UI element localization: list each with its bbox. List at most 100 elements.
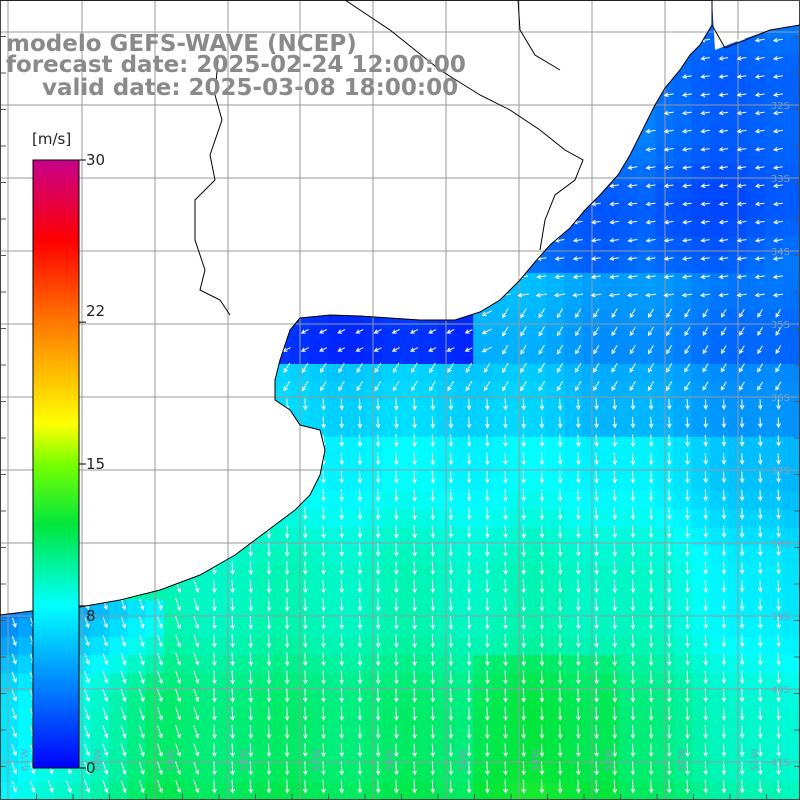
wind-arrow	[321, 652, 326, 667]
wind-arrow	[230, 561, 235, 576]
wind-speed-cell	[309, 546, 329, 565]
wind-speed-cell	[728, 491, 747, 511]
wind-arrow	[557, 416, 563, 429]
wind-speed-cell	[618, 709, 638, 729]
wind-speed-cell	[491, 418, 511, 438]
wind-arrow	[647, 381, 655, 392]
wind-speed-cell	[382, 582, 401, 602]
wind-arrow	[102, 617, 108, 629]
wind-speed-cell	[327, 618, 347, 638]
wind-speed-cell	[782, 673, 800, 693]
wind-speed-cell	[600, 491, 620, 511]
wind-speed-cell	[709, 182, 729, 201]
wind-arrow	[575, 489, 581, 502]
wind-speed-cell	[527, 436, 547, 456]
wind-speed-cell	[637, 709, 656, 729]
wind-arrow	[375, 634, 381, 649]
wind-speed-cell	[728, 163, 747, 183]
wind-arrow	[175, 579, 181, 593]
wind-speed-cell	[236, 728, 256, 747]
wind-arrow	[318, 347, 328, 352]
wind-arrow	[321, 670, 326, 685]
wind-speed-cell	[309, 564, 329, 583]
wind-arrow	[775, 308, 782, 318]
wind-arrow	[757, 345, 763, 355]
wind-arrow	[757, 543, 763, 557]
wind-arrow	[648, 470, 654, 484]
wind-arrow	[666, 416, 672, 429]
wind-speed-cell	[782, 582, 800, 602]
wind-speed-cell	[746, 782, 765, 800]
wind-arrow	[539, 470, 545, 484]
wind-arrow	[139, 598, 145, 611]
wind-arrow	[484, 670, 490, 685]
wind-speed-cell	[546, 455, 565, 474]
wind-speed-cell	[309, 364, 329, 383]
wind-arrow	[700, 110, 710, 116]
wind-arrow	[538, 344, 545, 355]
wind-arrow	[375, 543, 381, 557]
wind-arrow	[539, 507, 545, 521]
wind-arrow	[776, 435, 781, 447]
wind-arrow	[703, 561, 709, 575]
wind-speed-cell	[345, 491, 365, 511]
wind-speed-cell	[637, 309, 656, 329]
wind-arrow	[776, 634, 781, 648]
wind-speed-cell	[728, 91, 747, 110]
wind-arrow	[557, 470, 563, 484]
wind-speed-cell	[291, 618, 310, 638]
wind-arrow	[521, 761, 527, 776]
wind-arrow	[248, 652, 254, 667]
wind-arrow	[375, 416, 381, 429]
wind-speed-cell	[637, 364, 656, 383]
wind-speed-cell	[418, 382, 438, 401]
wind-arrow	[465, 362, 473, 374]
wind-arrow	[627, 201, 638, 207]
wind-speed-cell	[491, 618, 511, 638]
wind-speed-cell	[546, 764, 565, 784]
wind-arrow	[666, 398, 672, 411]
wind-speed-cell	[564, 473, 583, 492]
wind-arrow	[375, 434, 381, 448]
wind-speed-cell	[709, 709, 729, 729]
wind-speed-cell	[527, 382, 547, 401]
wind-arrow	[772, 147, 783, 152]
wind-arrow	[703, 743, 709, 758]
wind-speed-cell	[764, 345, 784, 365]
wind-speed-cell	[400, 527, 420, 547]
wind-arrow	[211, 743, 217, 758]
wind-arrow	[321, 688, 326, 703]
wind-speed-cell	[618, 782, 638, 800]
wind-speed-cell	[728, 254, 747, 274]
wind-speed-cell	[637, 455, 656, 474]
wind-arrow	[739, 489, 745, 502]
wind-arrow	[612, 743, 618, 758]
wind-speed-cell	[709, 254, 729, 274]
wind-arrow	[339, 779, 345, 794]
wind-speed-cell	[382, 564, 401, 583]
wind-arrow	[120, 761, 127, 776]
wind-arrow	[266, 615, 272, 630]
wind-arrow	[700, 183, 710, 189]
wind-speed-cell	[345, 455, 365, 474]
wind-speed-cell	[691, 273, 711, 292]
wind-speed-cell	[564, 709, 583, 729]
wind-arrow	[521, 579, 527, 594]
wind-arrow	[503, 489, 508, 502]
wind-arrow	[266, 579, 272, 594]
wind-speed-cell	[546, 618, 565, 638]
wind-arrow	[720, 308, 727, 318]
wind-speed-cell	[618, 327, 638, 347]
wind-speed-cell	[691, 54, 711, 74]
wind-speed-cell	[691, 364, 711, 383]
wind-arrow	[393, 615, 399, 630]
wind-arrow	[211, 652, 217, 667]
wind-arrow	[120, 725, 127, 739]
colorbar-tick-label: 15	[86, 455, 106, 473]
wind-arrow	[630, 525, 636, 539]
wind-speed-cell	[546, 254, 565, 274]
wind-arrow	[503, 525, 508, 539]
wind-arrow	[594, 634, 599, 648]
wind-arrow	[757, 417, 763, 429]
wind-speed-cell	[764, 273, 784, 292]
